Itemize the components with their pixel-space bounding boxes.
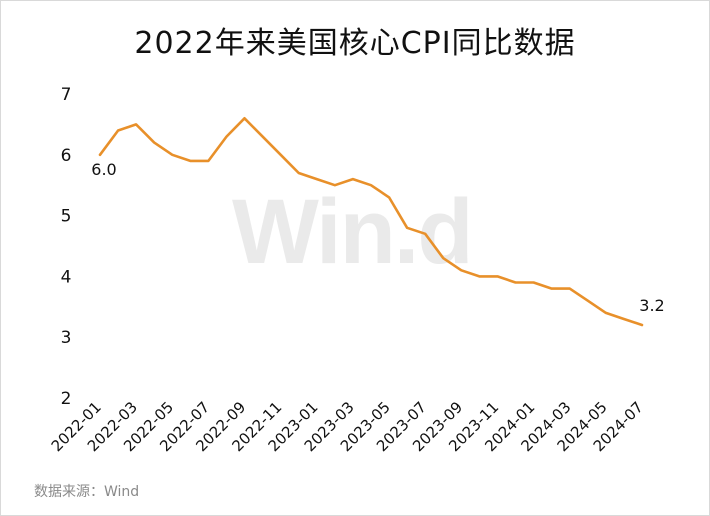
y-tick-label: 5 [61, 207, 72, 227]
data-label: 6.0 [91, 160, 116, 179]
data-label: 3.2 [639, 296, 664, 315]
source-note: 数据来源：Wind [34, 484, 140, 500]
y-tick-label: 2 [61, 389, 72, 409]
series-layer [98, 117, 644, 327]
y-axis: 2 3 4 5 6 7 [61, 85, 72, 409]
y-tick-label: 7 [61, 85, 72, 105]
y-tick-label: 6 [61, 146, 72, 166]
series-line [98, 117, 644, 327]
x-axis: 2022-012022-032022-052022-072022-092022-… [48, 398, 647, 455]
chart-title: 2022年来美国核心CPI同比数据 [134, 26, 576, 61]
y-tick-label: 3 [61, 328, 72, 348]
data-label-layer: 6.0 3.2 [91, 160, 664, 315]
y-tick-label: 4 [61, 267, 72, 287]
